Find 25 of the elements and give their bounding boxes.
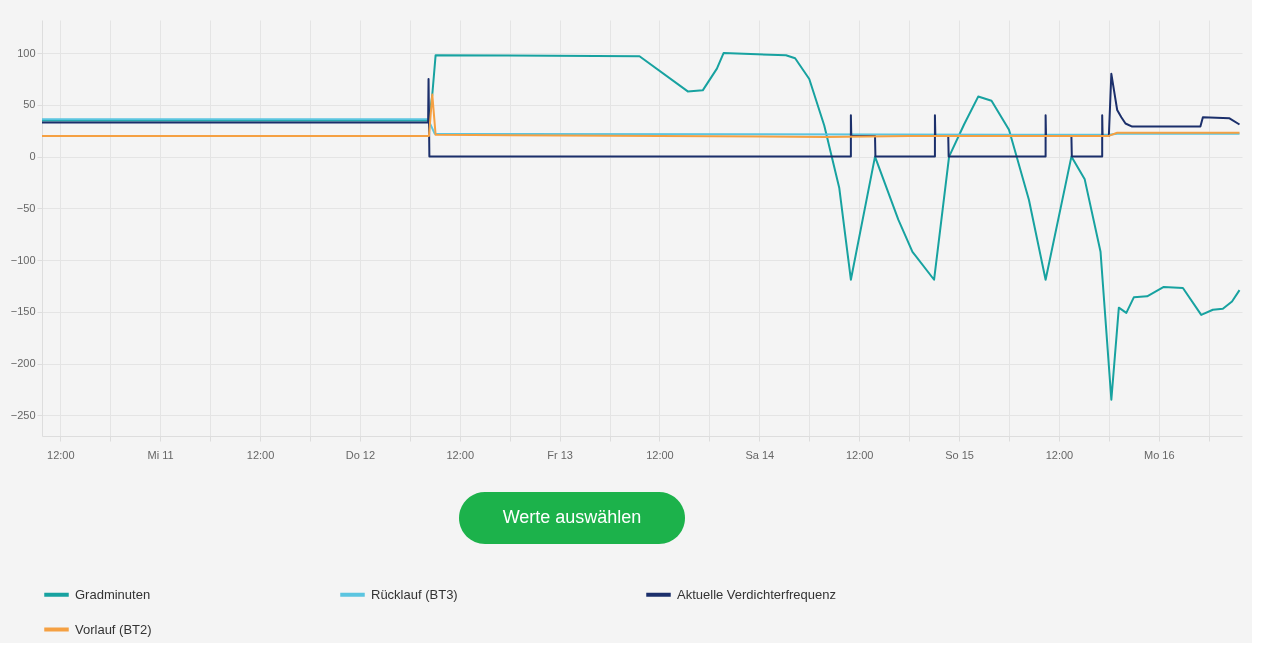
y-tick-label: 100 <box>17 46 36 59</box>
legend-label: Vorlauf (BT2) <box>75 621 152 637</box>
y-tick-label: −50 <box>16 201 36 214</box>
x-tick-label: 12:00 <box>1045 448 1074 461</box>
x-tick-label: 12:00 <box>246 448 275 461</box>
y-tick-label: 50 <box>23 98 36 111</box>
x-tick-label: Do 12 <box>345 448 376 461</box>
y-tick-label: −200 <box>10 357 36 370</box>
y-tick-label: −100 <box>10 253 36 266</box>
x-tick-label: 12:00 <box>646 448 674 461</box>
x-tick-label: So 15 <box>945 448 974 461</box>
x-tick-label: 12:00 <box>845 448 874 461</box>
text: Werte auswählen <box>502 507 642 527</box>
x-tick-label: Mo 16 <box>1143 448 1175 461</box>
x-tick-label: 12:00 <box>47 448 75 461</box>
legend-label: Rücklauf (BT3) <box>371 586 458 602</box>
x-tick-label: Mi 11 <box>147 448 174 461</box>
legend-label: Aktuelle Verdichterfrequenz <box>677 586 836 602</box>
y-tick-label: −150 <box>10 305 36 318</box>
x-tick-label: 12:00 <box>446 448 475 461</box>
y-tick-label: −250 <box>10 408 36 421</box>
x-tick-label: Fr 13 <box>547 448 573 461</box>
legend-label: Gradminuten <box>75 586 151 602</box>
x-tick-label: Sa 14 <box>745 448 775 461</box>
y-tick-label: 0 <box>29 150 36 163</box>
